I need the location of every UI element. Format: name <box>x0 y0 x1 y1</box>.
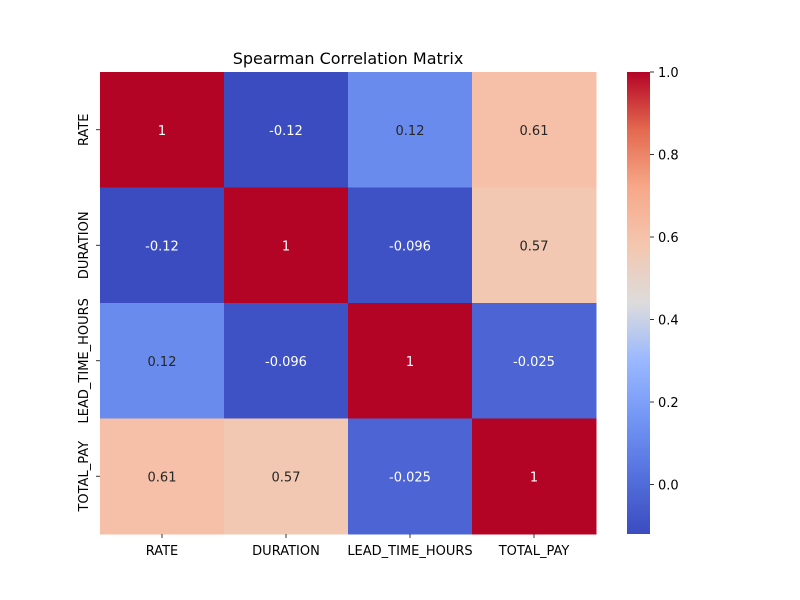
colorbar-tick-label: 0.2 <box>658 396 679 411</box>
cell-annotation: -0.12 <box>269 124 303 139</box>
x-tick-label: LEAD_TIME_HOURS <box>347 544 472 559</box>
x-tick-label: DURATION <box>252 544 320 559</box>
cell-annotation: 1 <box>158 124 166 139</box>
heatmap-cell <box>472 418 597 535</box>
heatmap-cell <box>348 418 473 535</box>
cell-annotation: 1 <box>282 239 290 254</box>
heatmap-cell <box>100 72 225 188</box>
y-tick-label: LEAD_TIME_HOURS <box>77 298 92 423</box>
cell-annotation: -0.12 <box>145 239 179 254</box>
heatmap-cell <box>224 303 349 419</box>
colorbar-gradient <box>627 72 650 534</box>
colorbar-ticks: 0.0 0.2 0.4 0.6 0.8 1.0 <box>650 66 679 494</box>
y-tick-label: RATE <box>77 113 92 146</box>
heatmap-cell <box>224 418 349 535</box>
chart-title: Spearman Correlation Matrix <box>233 49 464 68</box>
colorbar-tick-label: 0.0 <box>658 479 679 494</box>
cell-annotation: 1 <box>530 470 538 485</box>
heatmap-cell <box>472 72 597 188</box>
x-axis: RATE DURATION LEAD_TIME_HOURS TOTAL_PAY <box>146 534 570 559</box>
heatmap-cell <box>100 187 225 304</box>
cell-annotation: -0.025 <box>389 470 431 485</box>
y-tick-label: TOTAL_PAY <box>77 441 92 513</box>
cell-annotation: -0.096 <box>389 239 431 254</box>
heatmap-cell <box>472 187 597 304</box>
colorbar: 0.0 0.2 0.4 0.6 0.8 1.0 <box>627 66 679 534</box>
cell-annotation: 0.12 <box>148 355 177 370</box>
heatmap-cell <box>100 418 225 535</box>
heatmap-cell <box>348 303 473 419</box>
heatmap-cell <box>348 187 473 304</box>
cell-annotation: -0.025 <box>513 355 555 370</box>
cell-annotation: -0.096 <box>265 355 307 370</box>
heatmap-cell <box>100 303 225 419</box>
heatmap-cells: 1 -0.12 0.12 0.61 -0.12 1 -0.096 0.57 0.12 -0.096… <box>100 72 597 535</box>
x-tick-label: RATE <box>146 544 179 559</box>
cell-annotation: 0.61 <box>520 124 549 139</box>
cell-annotation: 0.57 <box>520 239 549 254</box>
colorbar-tick-label: 0.4 <box>658 314 679 329</box>
x-tick-label: TOTAL_PAY <box>498 544 570 559</box>
cell-annotation: 1 <box>406 355 414 370</box>
colorbar-tick-label: 0.6 <box>658 231 679 246</box>
heatmap-cell <box>472 303 597 419</box>
heatmap-cell <box>224 187 349 304</box>
colorbar-tick-label: 1.0 <box>658 66 679 81</box>
cell-annotation: 0.57 <box>272 470 301 485</box>
y-axis: RATE DURATION LEAD_TIME_HOURS TOTAL_PAY <box>77 113 100 513</box>
colorbar-tick-label: 0.8 <box>658 149 679 164</box>
cell-annotation: 0.12 <box>396 124 425 139</box>
heatmap-cell <box>348 72 473 188</box>
cell-annotation: 0.61 <box>148 470 177 485</box>
heatmap-cell <box>224 72 349 188</box>
y-tick-label: DURATION <box>77 211 92 279</box>
